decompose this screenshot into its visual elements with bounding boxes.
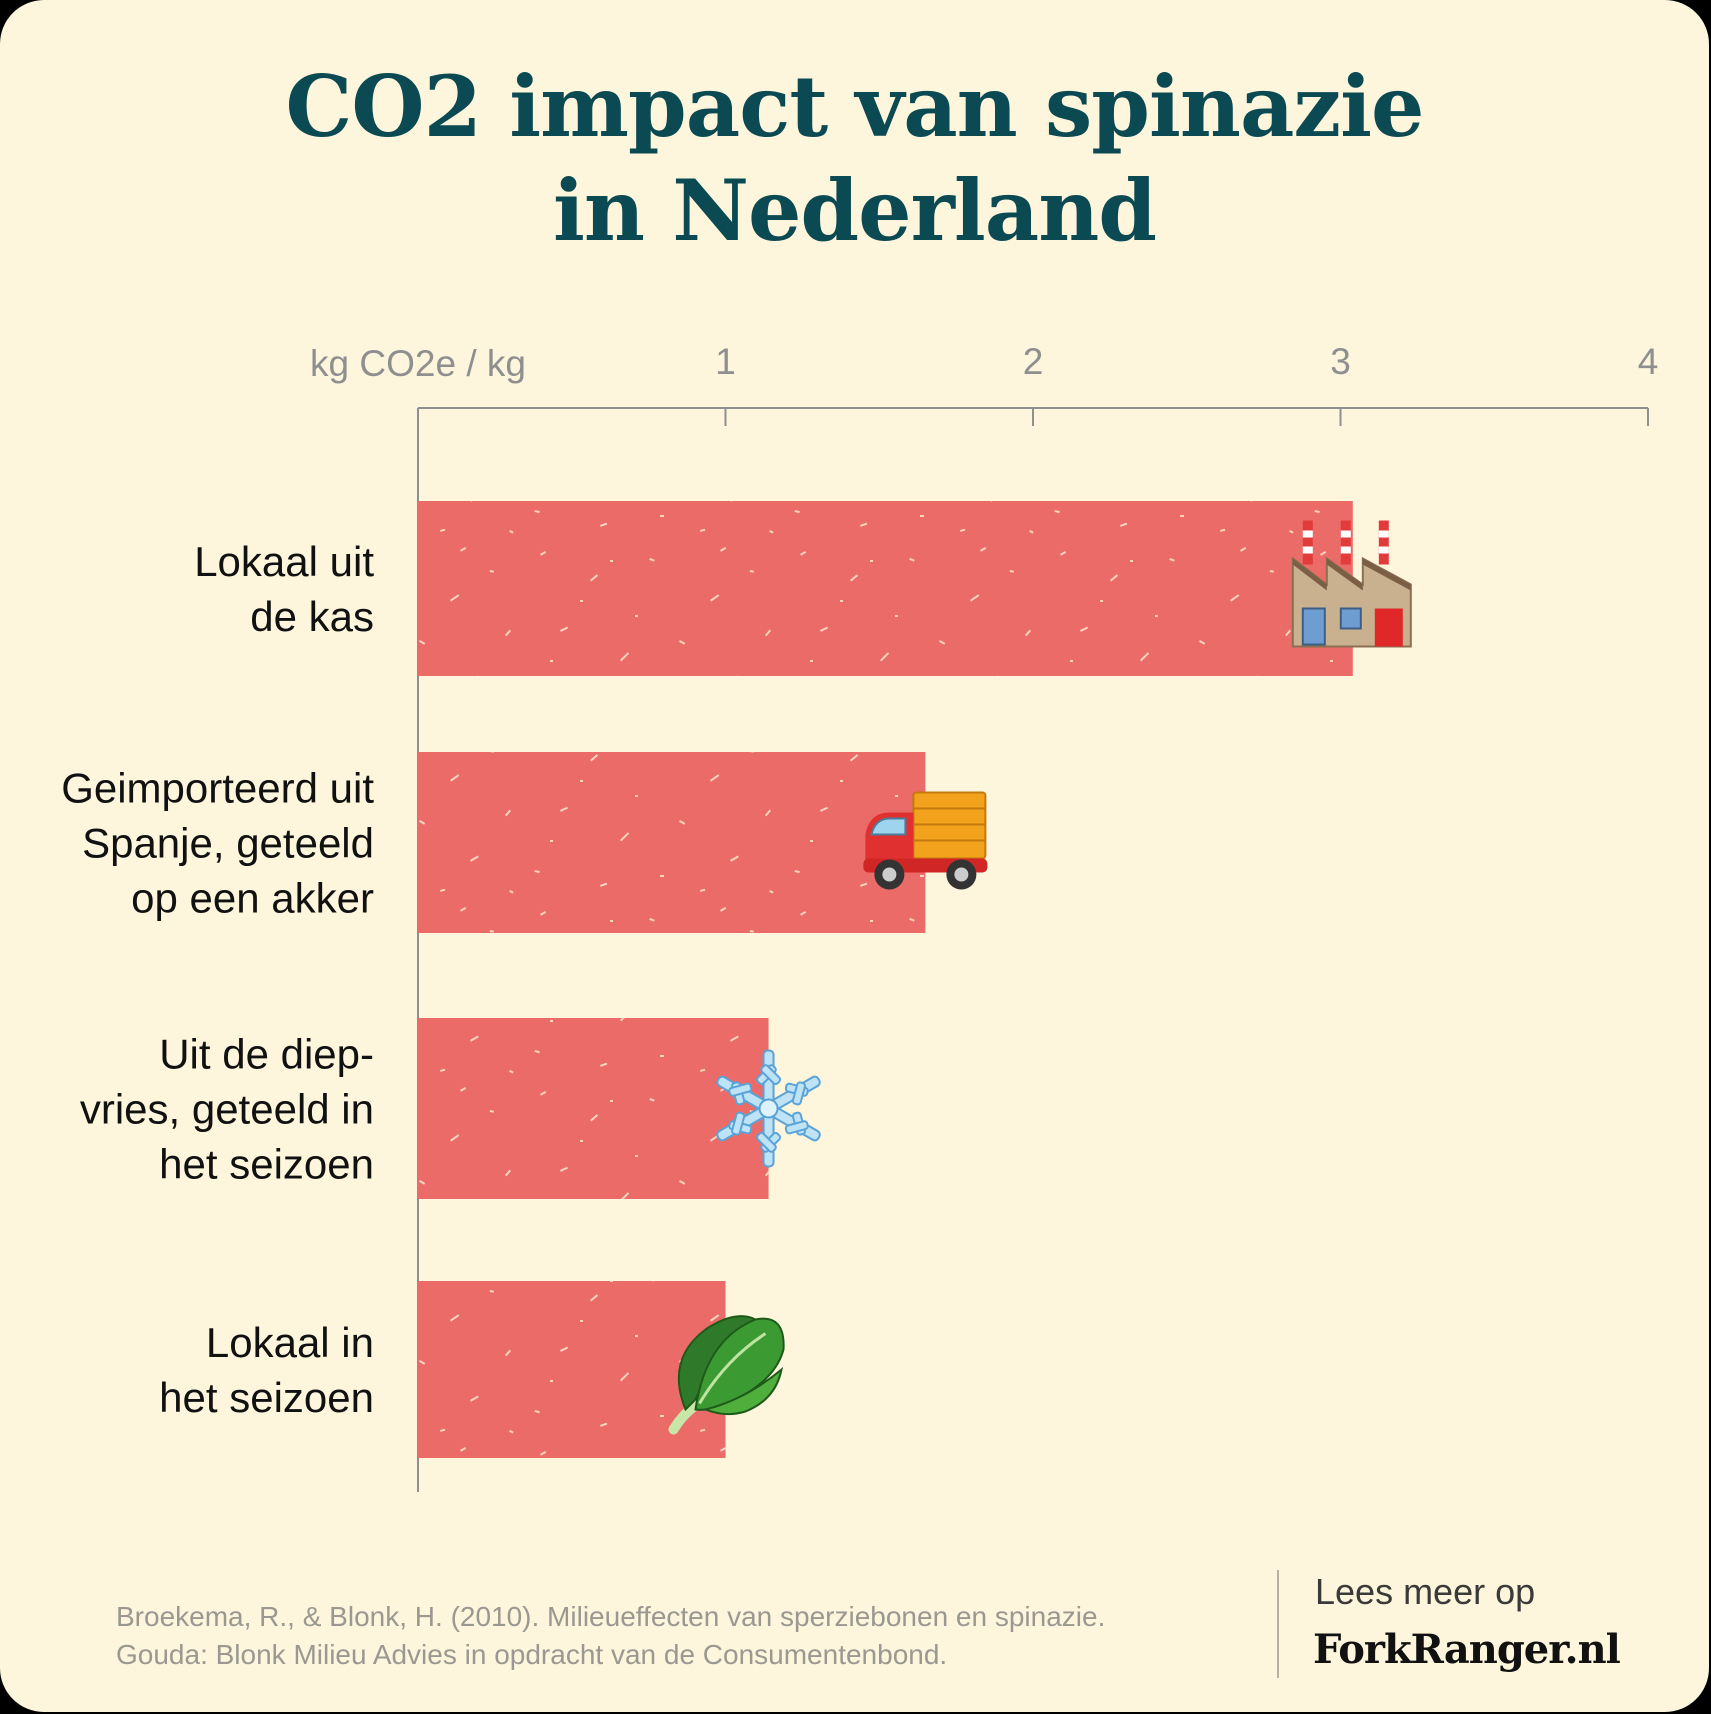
x-tick-label-4: 4: [1638, 341, 1659, 382]
factory-icon: [1291, 520, 1412, 648]
bar-texture-3: [418, 1018, 769, 1199]
title-line-1: CO2 impact van spinazie: [285, 57, 1425, 156]
bar-texture-2: [418, 752, 926, 933]
source-line-1: Broekema, R., & Blonk, H. (2010). Milieu…: [116, 1601, 1106, 1632]
footer-divider: [1277, 1570, 1279, 1678]
x-tick-label-2: 2: [1023, 341, 1044, 382]
source-line-2: Gouda: Blonk Milieu Advies in opdracht v…: [116, 1639, 948, 1670]
snowflake-icon: [716, 1049, 821, 1168]
brand-link[interactable]: ForkRanger.nl: [1313, 1626, 1621, 1673]
truck-icon: [863, 791, 988, 890]
x-tick-label-1: 1: [715, 341, 736, 382]
x-tick-label-3: 3: [1330, 341, 1351, 382]
category-label-2: Geimporteerd uit Spanje, geteeld op een ak…: [61, 765, 374, 922]
category-label-3: Uit de diep-vries, geteeld in het seizoen: [80, 1031, 374, 1188]
page-title: CO2 impact van spinazie in Nederland: [0, 55, 1709, 263]
source-citation: Broekema, R., & Blonk, H. (2010). Milieu…: [116, 1598, 1105, 1674]
category-label-1: Lokaal uit de kas: [194, 538, 374, 640]
read-more-label: Lees meer op: [1315, 1571, 1536, 1612]
title-line-2: in Nederland: [552, 161, 1157, 260]
bar-texture-1: [418, 501, 1353, 676]
spinach-icon: [668, 1315, 785, 1435]
category-label-4: Lokaal in het seizoen: [159, 1319, 374, 1421]
x-axis-label: kg CO2e / kg: [310, 343, 526, 384]
